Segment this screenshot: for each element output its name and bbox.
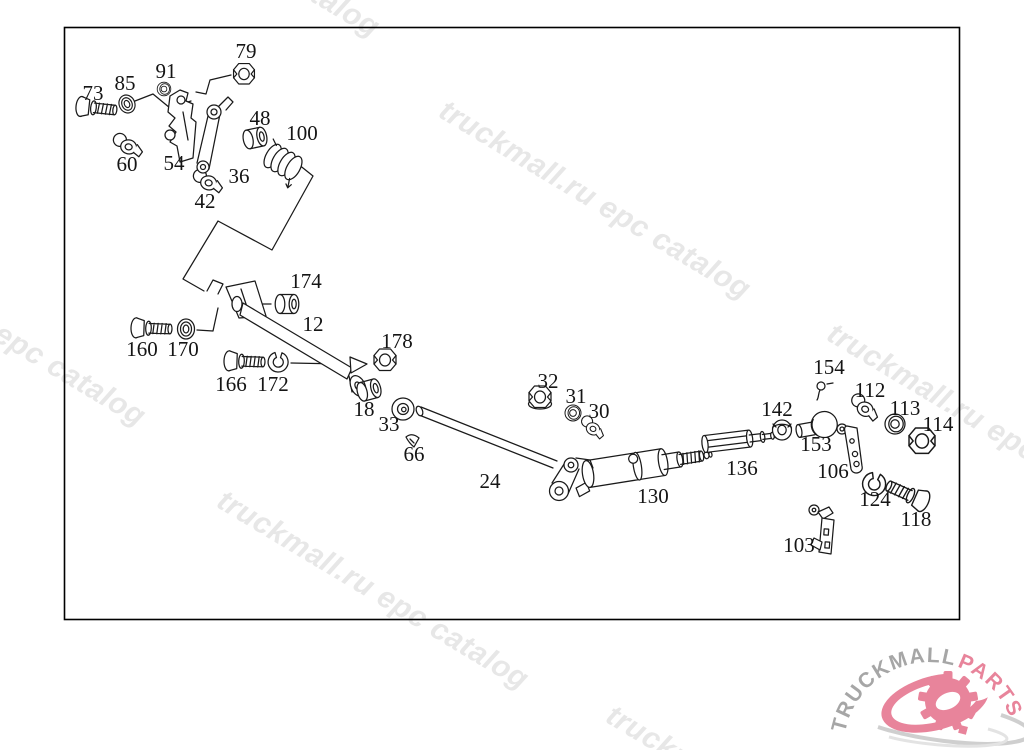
part-label-103: 103 [783, 533, 815, 557]
part-label-106: 106 [817, 459, 849, 483]
part-label-100: 100 [286, 121, 318, 145]
watermark-text: truckmall.ru epc catalog [211, 484, 534, 696]
part-172-washer [267, 351, 289, 373]
part-label-160: 160 [126, 337, 158, 361]
part-136-rod-end [701, 429, 780, 454]
watermark-text: truckmall.ru epc catalog [0, 221, 152, 433]
logo-swoosh-gray [877, 713, 1024, 746]
diagram-border [63, 26, 961, 621]
part-label-174: 174 [290, 269, 322, 293]
part-label-48: 48 [250, 106, 271, 130]
part-label-54: 54 [164, 151, 186, 175]
part-12-shift-rod [206, 279, 368, 398]
logo-swoosh-light [888, 727, 1009, 748]
gear-icon [917, 671, 979, 735]
part-166-bolt [223, 350, 266, 373]
part-label-60: 60 [117, 152, 138, 176]
watermark-text: truckmall.ru epc catalog [62, 0, 385, 44]
part-label-12: 12 [303, 312, 324, 336]
part-label-79: 79 [236, 39, 257, 63]
part-label-136: 136 [726, 456, 758, 480]
part-100-spring [263, 138, 303, 189]
part-label-33: 33 [379, 412, 400, 436]
part-label-73: 73 [83, 81, 104, 105]
part-170-washer [176, 318, 196, 340]
bell-crank [548, 457, 594, 502]
part-label-31: 31 [566, 384, 587, 408]
diagram-art [74, 62, 936, 555]
part-36-lever [196, 96, 234, 174]
watermark-text: truckmall.ru epc catalog [433, 94, 756, 306]
part-label-42: 42 [195, 189, 216, 213]
part-label-172: 172 [257, 372, 289, 396]
watermark-text: truckmall.ru epc catalog [600, 699, 923, 750]
part-91-ring [156, 81, 172, 97]
part-130-cylinder [575, 448, 713, 498]
part-label-113: 113 [890, 396, 921, 420]
part-66-clip [405, 434, 420, 448]
part-label-124: 124 [859, 487, 891, 511]
part-106-link [836, 423, 863, 474]
part-labels: 73 85 91 79 60 54 42 36 48 100 174 12 16… [83, 39, 954, 557]
part-label-30: 30 [589, 399, 610, 423]
part-label-18: 18 [354, 397, 375, 421]
part-label-112: 112 [855, 378, 886, 402]
part-label-32: 32 [538, 369, 559, 393]
part-174-bushing [274, 293, 300, 315]
part-label-153: 153 [800, 432, 832, 456]
part-label-114: 114 [923, 412, 954, 436]
part-103-bracket [808, 504, 835, 555]
part-160-bolt [130, 317, 173, 340]
part-label-85: 85 [115, 71, 136, 95]
part-154-clip [816, 381, 834, 401]
part-24-rod [415, 405, 558, 469]
part-54-bracket [164, 89, 197, 163]
part-label-91: 91 [156, 59, 177, 83]
part-label-178: 178 [381, 329, 413, 353]
part-label-170: 170 [167, 337, 199, 361]
brand-logo: TRUCKMALLPARTS [827, 644, 1024, 748]
part-153-ball-stud [795, 410, 838, 439]
part-label-130: 130 [637, 484, 669, 508]
part-label-24: 24 [480, 469, 502, 493]
part-79-nut [232, 62, 256, 85]
part-label-36: 36 [229, 164, 250, 188]
part-85-washer [115, 91, 139, 117]
part-label-66: 66 [404, 442, 425, 466]
part-label-118: 118 [901, 507, 932, 531]
part-label-154: 154 [813, 355, 845, 379]
part-142-nut [771, 419, 793, 441]
part-label-142: 142 [761, 397, 793, 421]
part-label-166: 166 [215, 372, 247, 396]
